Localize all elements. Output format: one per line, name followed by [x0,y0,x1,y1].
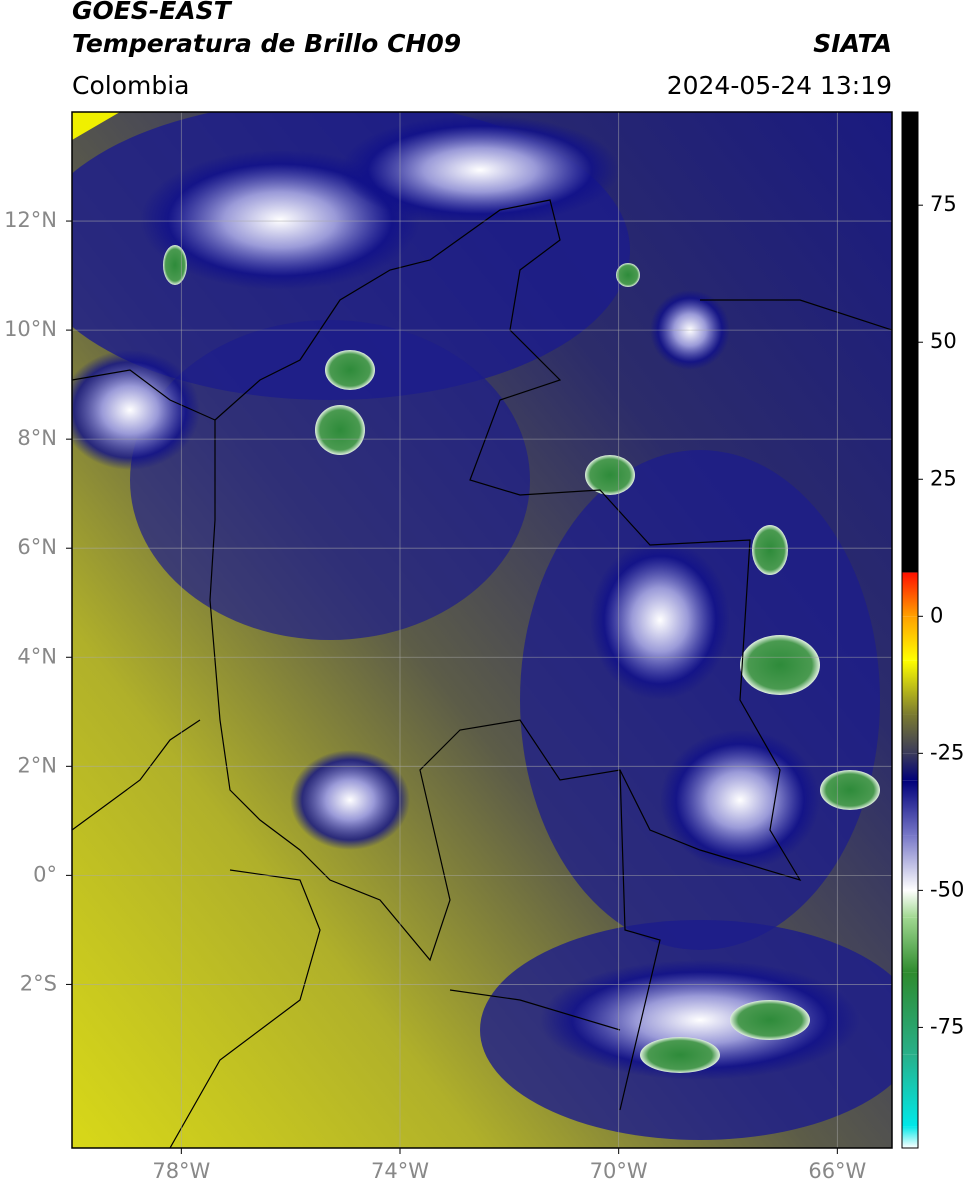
colorbar: 75 50 25 0 -25 -50 -75 [901,111,964,1149]
product-title: Temperatura de Brillo CH09 [72,29,461,58]
y-tick-label: 0° [33,862,57,886]
y-tick-label: 12°N [4,208,57,232]
satellite-title: GOES-EAST [72,0,233,25]
colorbar-tick-label: 25 [930,466,957,490]
source-label: SIATA [813,29,892,58]
colorbar-segment [902,835,918,891]
y-tick-label: 2°N [17,753,57,777]
y-tick-label: 6°N [17,535,57,559]
colorbar-segment [902,753,918,781]
colorbar-frame [901,111,919,1149]
y-tick-label: 8°N [17,426,57,450]
colorbar-segment [902,890,918,918]
colorbar-segment [902,972,918,1055]
colorbar-segment [902,917,918,973]
region-label: Colombia [72,71,189,100]
colorbar-tick-label: -75 [930,1014,964,1038]
colorbar-segment [902,616,918,661]
y-tick-label: 2°S [20,971,57,995]
colorbar-segment [902,1054,918,1127]
x-tick-label: 74°W [371,1159,429,1183]
colorbar-segment [902,660,918,715]
map-frame [71,111,893,1149]
x-tick-label: 78°W [152,1159,210,1183]
x-tick-label: 66°W [808,1159,866,1183]
colorbar-tick-label: 75 [930,192,957,216]
colorbar-tick-label: -50 [930,877,964,901]
colorbar-segment [902,780,918,836]
colorbar-tick-label: -25 [930,740,964,764]
colorbar-segment [902,1126,918,1148]
colorbar-tick-label: 0 [930,603,943,627]
colorbar-segment [902,572,918,617]
borders [72,199,892,1148]
y-tick-label: 4°N [17,644,57,668]
x-tick-label: 70°W [590,1159,648,1183]
satellite-image [72,112,892,1148]
colorbar-segment [902,714,918,754]
colorbar-segment [902,112,918,573]
timestamp: 2024-05-24 13:19 [667,71,892,100]
y-tick-label: 10°N [4,317,57,341]
colorbar-tick-label: 50 [930,329,957,353]
